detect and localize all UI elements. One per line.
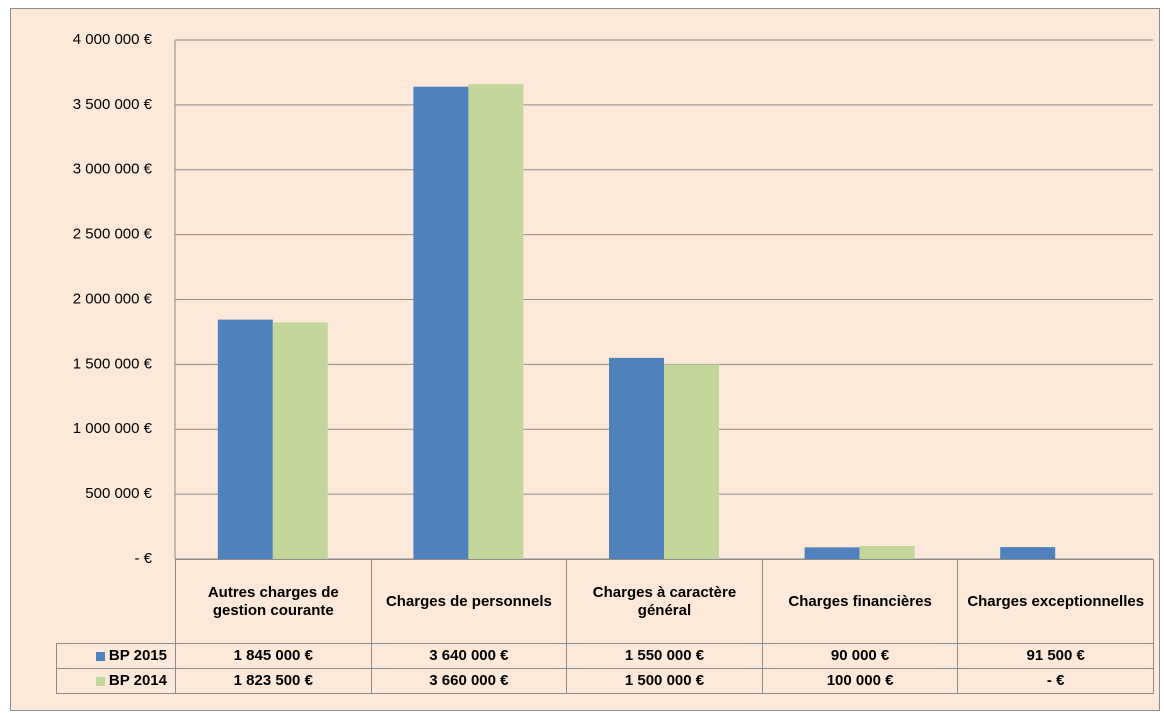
x-tick-label: Charges à caractère général	[566, 559, 763, 644]
legend-entry: BP 2015	[56, 643, 176, 669]
y-tick-label: 3 000 000 €	[73, 161, 153, 178]
x-tick-label: Charges de personnels	[370, 559, 568, 644]
x-tick-label: Charges exceptionnelles	[957, 559, 1154, 644]
bar	[804, 547, 860, 559]
y-tick-label: 2 500 000 €	[73, 226, 153, 243]
bar	[413, 86, 469, 560]
value-label: 1 845 000 €	[175, 643, 372, 669]
y-tick-label: 500 000 €	[85, 485, 152, 502]
x-tick-label: Charges financières	[761, 559, 959, 644]
bar	[272, 322, 328, 559]
legend-entry: BP 2014	[56, 668, 176, 694]
y-tick-label: 4 000 000 €	[73, 31, 153, 48]
legend-swatch	[95, 651, 105, 661]
value-label: 3 660 000 €	[370, 668, 568, 694]
bar	[1000, 547, 1056, 559]
legend-swatch	[95, 676, 105, 686]
bar	[609, 357, 664, 559]
value-label: 3 640 000 €	[370, 643, 568, 669]
value-label: 1 500 000 €	[566, 668, 763, 694]
y-tick-label: 1 500 000 €	[73, 355, 153, 372]
x-tick-label: Autres charges de gestion courante	[175, 559, 372, 644]
value-label: 90 000 €	[761, 643, 959, 669]
bar	[468, 84, 524, 560]
y-tick-label: - €	[134, 550, 152, 567]
chart-frame	[10, 8, 1160, 711]
bar	[859, 546, 915, 559]
value-label: 1 823 500 €	[175, 668, 372, 694]
bar	[217, 319, 273, 559]
value-label: 1 550 000 €	[566, 643, 763, 669]
value-label: - €	[957, 668, 1154, 694]
y-tick-label: 3 500 000 €	[73, 96, 153, 113]
value-label: 100 000 €	[761, 668, 959, 694]
y-tick-label: 1 000 000 €	[73, 420, 153, 437]
value-label: 91 500 €	[957, 643, 1154, 669]
legend-label: BP 2015	[108, 647, 167, 664]
y-tick-label: 2 000 000 €	[73, 290, 153, 307]
bar	[664, 364, 719, 559]
legend-label: BP 2014	[108, 672, 167, 689]
